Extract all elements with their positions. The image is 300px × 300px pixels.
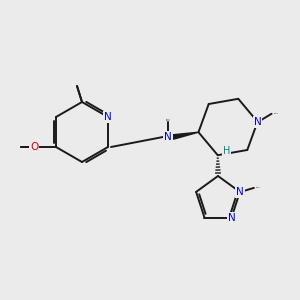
Text: N: N [164,132,172,142]
Text: N: N [104,112,112,122]
Polygon shape [172,132,199,139]
Text: N: N [236,187,244,197]
Text: N: N [254,117,261,127]
Text: N: N [104,112,112,122]
Text: methyl: methyl [166,120,170,121]
Text: methyl: methyl [256,187,261,188]
Text: methyl: methyl [166,119,171,120]
Text: methyl: methyl [274,112,278,114]
Text: O: O [30,142,38,152]
Text: N: N [236,187,244,197]
Text: H: H [223,146,230,156]
Text: O: O [30,142,38,152]
Text: N: N [228,213,236,223]
Text: N: N [228,213,236,223]
Text: N: N [254,117,261,127]
Text: N: N [164,132,172,142]
